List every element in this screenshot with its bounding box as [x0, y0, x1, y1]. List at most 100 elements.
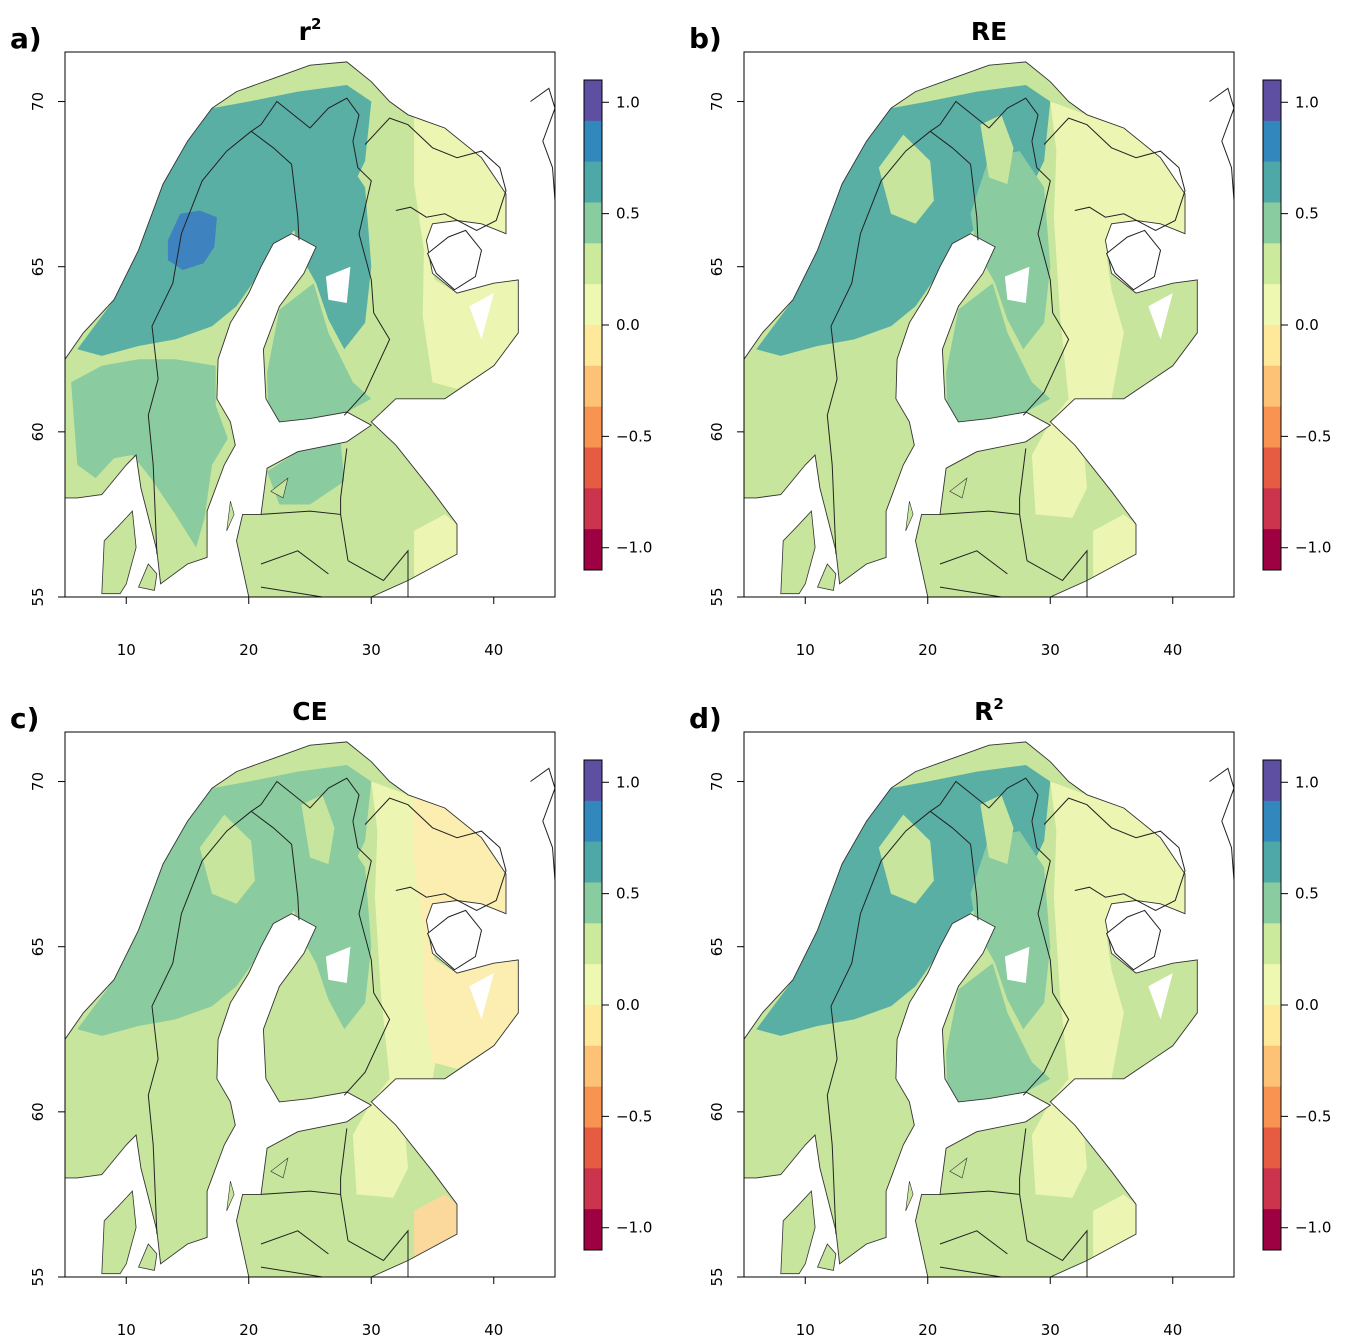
panel-letter: b): [689, 22, 722, 55]
colorbar-tick-label: −1.0: [616, 539, 652, 557]
colorbar-swatch: [1263, 447, 1281, 489]
plot-frame: [64, 731, 556, 1278]
y-tick-label: 65: [708, 257, 726, 276]
country-border: [250, 97, 360, 142]
x-tick-label: 40: [484, 1321, 503, 1339]
score-region: [199, 814, 255, 904]
x-tick-label: 40: [1163, 1321, 1182, 1339]
x-tick-label: 30: [1041, 1321, 1060, 1339]
score-region: [291, 831, 372, 1030]
score-region: [77, 765, 372, 1036]
colorbar-swatch: [1263, 529, 1281, 571]
colorbar-swatch: [584, 964, 602, 1006]
country-border: [340, 448, 348, 515]
colorbar-tick-label: 0.0: [616, 996, 640, 1014]
score-region: [267, 441, 345, 505]
y-tick-label: 55: [29, 1267, 47, 1286]
colorbar-swatch: [584, 202, 602, 244]
coastline: [1209, 767, 1235, 881]
coastline: [1043, 117, 1186, 231]
colorbar-swatch: [584, 243, 602, 285]
country-border: [260, 550, 329, 575]
colorbar-swatch: [1263, 923, 1281, 965]
coastline: [816, 1243, 837, 1271]
country-border: [826, 130, 931, 555]
colorbar-swatch: [1263, 161, 1281, 203]
country-border: [260, 586, 323, 598]
coastline: [364, 797, 507, 911]
colorbar-swatch: [584, 1127, 602, 1169]
score-region: [756, 85, 1051, 356]
colorbar-tick-label: 0.5: [1295, 885, 1319, 903]
x-tick-label: 20: [239, 1321, 258, 1339]
no-data-patch: [1148, 293, 1173, 340]
coastline: [1105, 229, 1162, 291]
title-superscript: 2: [311, 15, 321, 33]
score-region: [77, 85, 372, 356]
colorbar-tick-label: −0.5: [616, 1107, 652, 1125]
panel-letter: a): [10, 22, 42, 55]
colorbar-swatch: [584, 284, 602, 326]
coastline: [1209, 87, 1235, 201]
coastline: [816, 563, 837, 591]
map-panel-c: c) CE 10 20 30 40 55 60 65 70 1.0 0.5 0.0 −0.5 −1.0: [10, 697, 652, 1339]
country-border: [1026, 549, 1088, 597]
y-tick-label: 70: [708, 92, 726, 111]
colorbar-swatch: [1263, 243, 1281, 285]
country-border: [826, 810, 931, 1235]
colorbar-swatch: [1263, 488, 1281, 530]
country-border: [343, 141, 391, 416]
x-tick-label: 30: [1041, 641, 1060, 659]
colorbar-tick-label: 0.0: [1295, 996, 1319, 1014]
score-region: [878, 814, 934, 904]
plot-frame: [743, 731, 1235, 1278]
colorbar-swatch: [1263, 841, 1281, 883]
country-border: [939, 1266, 1002, 1278]
coastline: [101, 510, 137, 595]
x-tick-label: 20: [918, 641, 937, 659]
colorbar-tick-label: 1.0: [1295, 93, 1319, 111]
y-tick-label: 60: [708, 422, 726, 441]
colorbar-swatch: [584, 1086, 602, 1128]
coastline: [101, 1190, 137, 1275]
x-tick-label: 10: [117, 1321, 136, 1339]
colorbar-swatch: [584, 161, 602, 203]
colorbar-swatch: [1263, 1127, 1281, 1169]
score-region: [756, 765, 1051, 1036]
island: [949, 1157, 968, 1179]
x-tick-label: 40: [484, 641, 503, 659]
coastline: [530, 87, 556, 201]
country-border: [1022, 141, 1070, 416]
coastline: [426, 229, 483, 291]
colorbar-swatch: [1263, 760, 1281, 802]
y-tick-label: 65: [708, 937, 726, 956]
country-border: [939, 550, 1008, 575]
score-region: [291, 151, 372, 350]
score-region: [267, 963, 372, 1106]
colorbar-tick-label: 0.5: [616, 205, 640, 223]
country-border: [929, 810, 979, 921]
colorbar-tick-label: 0.0: [616, 316, 640, 334]
field-shading: [744, 61, 1198, 597]
no-data-patch: [325, 266, 351, 303]
country-border: [250, 777, 360, 822]
country-border: [1019, 448, 1027, 515]
colorbar-swatch: [584, 406, 602, 448]
y-tick-label: 60: [29, 422, 47, 441]
map-panel-a: a) r2 10 20 30 40 55 60 65 70 1.0 0.5 0.0 −0.5 −1.0: [10, 15, 652, 659]
colorbar-swatch: [1263, 365, 1281, 407]
colorbar-tick-label: 0.0: [1295, 316, 1319, 334]
country-border: [1019, 1128, 1027, 1195]
score-region: [946, 283, 1051, 426]
island: [949, 477, 968, 499]
country-border: [347, 549, 409, 597]
field-shading: [65, 741, 519, 1277]
colorbar-tick-label: −0.5: [1295, 1107, 1331, 1125]
x-tick-label: 10: [796, 641, 815, 659]
colorbar-tick-label: 0.5: [616, 885, 640, 903]
island: [270, 477, 289, 499]
y-tick-label: 65: [29, 937, 47, 956]
score-region: [301, 794, 335, 865]
plot-frame: [743, 51, 1235, 598]
coastline: [530, 767, 556, 881]
